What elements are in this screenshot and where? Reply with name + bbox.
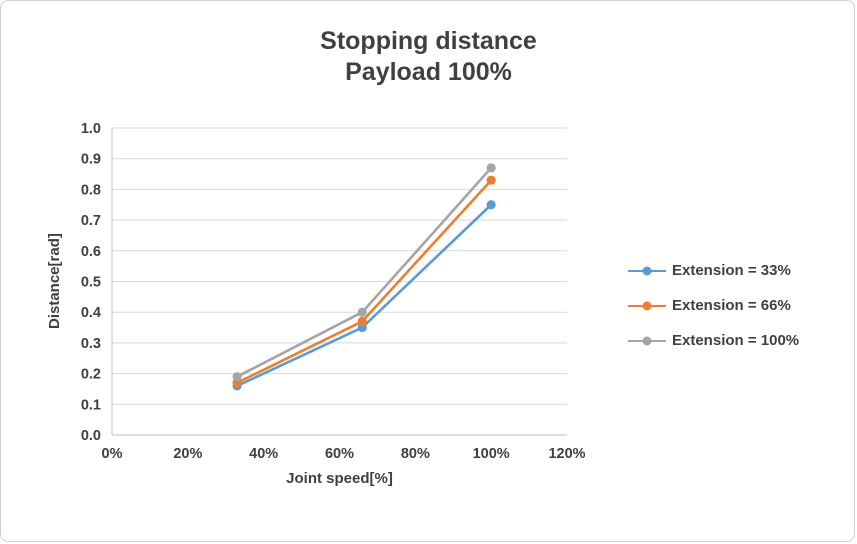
legend-marker-icon — [642, 336, 652, 345]
legend-sample — [628, 265, 666, 276]
svg-text:0.3: 0.3 — [81, 336, 101, 352]
svg-text:20%: 20% — [173, 446, 202, 462]
legend-label: Extension = 100% — [672, 332, 800, 349]
svg-text:0.7: 0.7 — [81, 213, 101, 229]
chart-title-line2: Payload 100% — [345, 57, 512, 86]
legend-item: Extension = 66% — [628, 297, 799, 314]
svg-text:1.0: 1.0 — [81, 121, 101, 137]
svg-text:0.8: 0.8 — [81, 182, 101, 198]
series-0 — [232, 200, 496, 391]
svg-text:0.1: 0.1 — [81, 397, 101, 413]
y-axis-title: Distance[rad] — [46, 233, 63, 330]
svg-text:0%: 0% — [102, 446, 123, 462]
svg-text:0.0: 0.0 — [81, 428, 101, 444]
svg-text:120%: 120% — [548, 446, 585, 462]
svg-text:0.2: 0.2 — [81, 367, 101, 383]
gridlines — [112, 127, 567, 436]
legend-item: Extension = 33% — [628, 262, 799, 279]
legend: Extension = 33% Extension = 66% Extensio… — [628, 262, 799, 349]
svg-text:60%: 60% — [325, 446, 354, 462]
svg-text:0.6: 0.6 — [81, 244, 101, 260]
x-tick-labels: 0% 20% 40% 60% 80% 100% 120% — [102, 446, 586, 462]
legend-sample — [628, 300, 666, 311]
svg-text:0.5: 0.5 — [81, 275, 101, 291]
svg-text:0.4: 0.4 — [81, 305, 101, 321]
y-tick-labels: 0.0 0.1 0.2 0.3 0.4 0.5 0.6 0.7 0.8 0.9 1.0 — [81, 121, 101, 444]
svg-text:100%: 100% — [473, 446, 510, 462]
svg-text:40%: 40% — [249, 446, 278, 462]
series-2 — [232, 163, 496, 382]
chart-title-line1: Stopping distance — [320, 27, 537, 55]
legend-marker-icon — [642, 266, 652, 275]
svg-text:0.9: 0.9 — [81, 152, 101, 168]
legend-label: Extension = 66% — [672, 297, 791, 314]
chart-title: Stopping distance Payload 100% — [0, 26, 857, 87]
legend-item: Extension = 100% — [628, 332, 799, 349]
legend-label: Extension = 33% — [672, 262, 791, 279]
legend-marker-icon — [642, 301, 652, 310]
legend-sample — [628, 335, 666, 346]
svg-text:80%: 80% — [401, 446, 430, 462]
x-axis-title: Joint speed[%] — [286, 470, 393, 487]
